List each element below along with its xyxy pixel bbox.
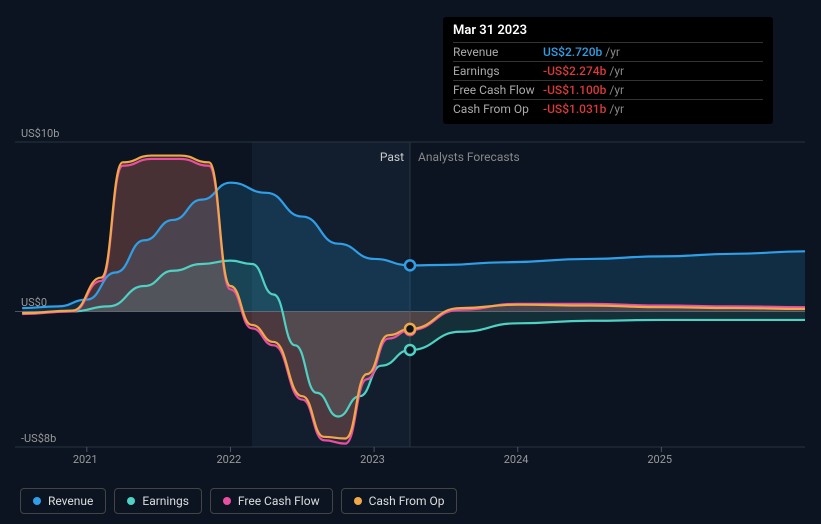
x-axis-label: 2024 (504, 453, 529, 466)
x-axis-label: 2022 (216, 453, 241, 466)
chart-legend: Revenue Earnings Free Cash Flow Cash From O… (20, 488, 457, 514)
datapoint-tooltip: Mar 31 2023 RevenueUS$2.720b/yrEarnings-… (443, 17, 773, 124)
legend-dot-icon (127, 497, 135, 505)
legend-dot-icon (354, 497, 362, 505)
legend-dot-icon (33, 497, 41, 505)
tooltip-unit: /yr (609, 83, 624, 97)
legend-item-fcf[interactable]: Free Cash Flow (210, 488, 333, 514)
tooltip-row: RevenueUS$2.720b/yr (453, 42, 763, 61)
x-axis-label: 2025 (647, 453, 672, 466)
forecast-label: Analysts Forecasts (418, 150, 520, 164)
tooltip-rows: RevenueUS$2.720b/yrEarnings-US$2.274b/yr… (453, 42, 763, 118)
tooltip-date: Mar 31 2023 (453, 23, 763, 42)
y-axis-label: US$0 (21, 296, 47, 309)
y-axis-label: -US$8b (21, 432, 56, 445)
tooltip-metric-label: Free Cash Flow (453, 83, 543, 97)
x-axis-label: 2023 (360, 453, 385, 466)
tooltip-unit: /yr (605, 45, 620, 59)
x-axis-label: 2021 (73, 453, 98, 466)
legend-item-earnings[interactable]: Earnings (114, 488, 202, 514)
tooltip-metric-value: US$2.720b (543, 45, 602, 59)
legend-label: Free Cash Flow (238, 494, 320, 508)
tooltip-metric-label: Cash From Op (453, 102, 543, 116)
tooltip-metric-label: Revenue (453, 45, 543, 59)
legend-dot-icon (223, 497, 231, 505)
tooltip-metric-value: -US$1.031b (543, 102, 606, 116)
tooltip-row: Free Cash Flow-US$1.100b/yr (453, 80, 763, 99)
legend-label: Revenue (48, 494, 93, 508)
legend-label: Cash From Op (369, 494, 445, 508)
tooltip-row: Earnings-US$2.274b/yr (453, 61, 763, 80)
past-label: Past (380, 150, 404, 164)
tooltip-unit: /yr (609, 102, 624, 116)
legend-label: Earnings (142, 494, 189, 508)
tooltip-row: Cash From Op-US$1.031b/yr (453, 99, 763, 118)
y-axis-label: US$10b (21, 127, 59, 140)
legend-item-revenue[interactable]: Revenue (20, 488, 106, 514)
tooltip-metric-label: Earnings (453, 64, 543, 78)
legend-item-cfo[interactable]: Cash From Op (341, 488, 458, 514)
tooltip-metric-value: -US$2.274b (543, 64, 606, 78)
tooltip-unit: /yr (609, 64, 624, 78)
tooltip-metric-value: -US$1.100b (543, 83, 606, 97)
